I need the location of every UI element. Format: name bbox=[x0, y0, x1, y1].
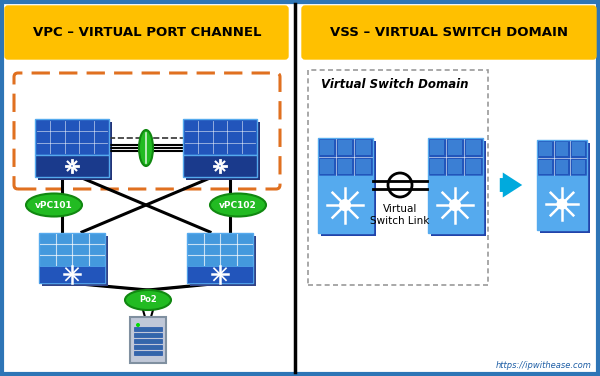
Bar bbox=[356, 139, 371, 155]
Circle shape bbox=[449, 199, 461, 211]
Ellipse shape bbox=[26, 194, 82, 217]
FancyBboxPatch shape bbox=[537, 140, 587, 176]
Text: Virtual Switch Domain: Virtual Switch Domain bbox=[320, 77, 468, 91]
Bar bbox=[320, 159, 334, 173]
FancyBboxPatch shape bbox=[35, 155, 109, 177]
FancyBboxPatch shape bbox=[134, 351, 162, 355]
FancyBboxPatch shape bbox=[186, 122, 260, 180]
FancyBboxPatch shape bbox=[190, 236, 256, 286]
FancyBboxPatch shape bbox=[134, 345, 162, 349]
Bar bbox=[448, 139, 462, 155]
FancyBboxPatch shape bbox=[134, 327, 162, 331]
FancyBboxPatch shape bbox=[134, 333, 162, 337]
FancyBboxPatch shape bbox=[35, 119, 109, 155]
FancyBboxPatch shape bbox=[39, 233, 105, 283]
Bar bbox=[556, 160, 568, 174]
FancyBboxPatch shape bbox=[427, 138, 482, 176]
FancyBboxPatch shape bbox=[317, 138, 373, 176]
FancyBboxPatch shape bbox=[317, 176, 373, 232]
Text: vPC101: vPC101 bbox=[35, 200, 73, 209]
FancyBboxPatch shape bbox=[431, 141, 485, 235]
FancyBboxPatch shape bbox=[320, 141, 376, 235]
FancyArrowPatch shape bbox=[500, 173, 522, 197]
Text: vPC102: vPC102 bbox=[219, 200, 257, 209]
Circle shape bbox=[218, 164, 221, 168]
FancyBboxPatch shape bbox=[187, 233, 253, 283]
Bar bbox=[539, 142, 551, 156]
Circle shape bbox=[339, 199, 351, 211]
Bar bbox=[466, 159, 481, 173]
Text: Po2: Po2 bbox=[139, 296, 157, 305]
Circle shape bbox=[136, 323, 140, 327]
Text: VSS – VIRTUAL SWITCH DOMAIN: VSS – VIRTUAL SWITCH DOMAIN bbox=[330, 26, 568, 39]
Circle shape bbox=[556, 199, 568, 210]
FancyBboxPatch shape bbox=[540, 143, 590, 233]
Text: VPC – VIRTUAL PORT CHANNEL: VPC – VIRTUAL PORT CHANNEL bbox=[33, 26, 261, 39]
Ellipse shape bbox=[125, 290, 171, 310]
FancyBboxPatch shape bbox=[427, 176, 482, 232]
Ellipse shape bbox=[139, 130, 153, 166]
Bar bbox=[572, 160, 585, 174]
Bar bbox=[572, 142, 585, 156]
Circle shape bbox=[70, 164, 74, 168]
Bar bbox=[356, 159, 371, 173]
Bar bbox=[430, 159, 444, 173]
Bar bbox=[430, 139, 444, 155]
Bar bbox=[556, 142, 568, 156]
Bar bbox=[338, 159, 352, 173]
FancyBboxPatch shape bbox=[134, 339, 162, 343]
Bar bbox=[338, 139, 352, 155]
FancyBboxPatch shape bbox=[38, 122, 112, 180]
FancyBboxPatch shape bbox=[39, 265, 105, 283]
FancyBboxPatch shape bbox=[187, 265, 253, 283]
Bar bbox=[466, 139, 481, 155]
FancyBboxPatch shape bbox=[183, 119, 257, 155]
Bar bbox=[320, 139, 334, 155]
Bar bbox=[448, 159, 462, 173]
FancyBboxPatch shape bbox=[42, 236, 108, 286]
FancyBboxPatch shape bbox=[130, 317, 166, 363]
Bar bbox=[539, 160, 551, 174]
FancyBboxPatch shape bbox=[302, 6, 596, 59]
Text: Virtual
Switch Link: Virtual Switch Link bbox=[370, 204, 430, 226]
Ellipse shape bbox=[210, 194, 266, 217]
FancyBboxPatch shape bbox=[183, 155, 257, 177]
FancyBboxPatch shape bbox=[5, 6, 288, 59]
FancyBboxPatch shape bbox=[537, 176, 587, 230]
Text: https://ipwithease.com: https://ipwithease.com bbox=[496, 361, 592, 370]
